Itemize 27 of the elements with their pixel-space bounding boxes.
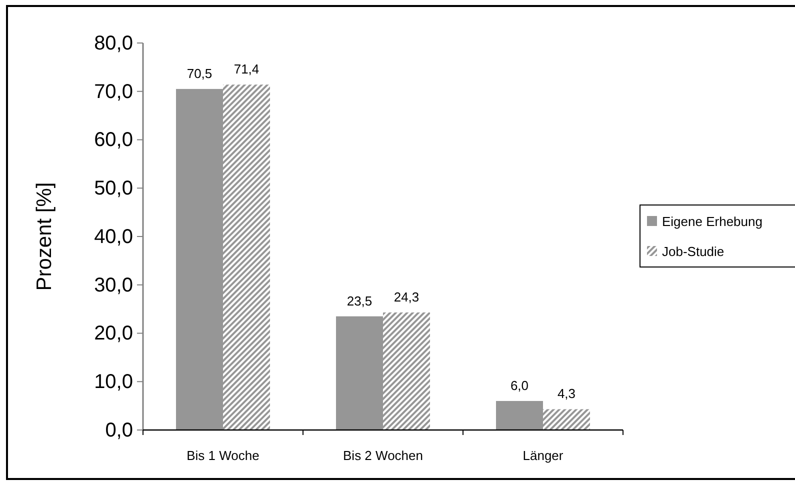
y-tick-label: 50,0 xyxy=(94,178,133,200)
x-tick-label: Bis 1 Woche xyxy=(186,448,260,463)
y-tick-label: 40,0 xyxy=(94,226,133,248)
bar xyxy=(223,84,270,430)
data-label: 6,0 xyxy=(510,378,529,393)
data-label: 70,5 xyxy=(186,66,212,81)
y-tick-label: 0,0 xyxy=(105,419,133,442)
data-label: 23,5 xyxy=(346,293,372,308)
bar xyxy=(383,312,430,430)
data-label: 4,3 xyxy=(557,386,576,402)
y-tick-label: 10,0 xyxy=(94,371,133,394)
x-tick-label: Länger xyxy=(522,448,564,463)
legend-label: Eigene Erhebung xyxy=(662,214,762,229)
y-tick-label: 20,0 xyxy=(94,322,133,345)
legend-label: Job-Studie xyxy=(662,244,724,259)
bar xyxy=(336,316,383,430)
bar xyxy=(496,400,543,430)
x-tick-label: Bis 2 Wochen xyxy=(343,448,423,463)
y-tick-label: 70,0 xyxy=(94,80,133,103)
y-tick-label: 60,0 xyxy=(94,129,133,152)
data-label: 71,4 xyxy=(234,62,260,77)
data-label: 24,3 xyxy=(394,289,420,304)
y-tick-label: 80,0 xyxy=(94,32,133,54)
y-axis-title: Prozent [%] xyxy=(33,182,56,291)
bar xyxy=(176,88,223,430)
y-tick-label: 30,0 xyxy=(94,274,133,296)
bar xyxy=(543,409,590,430)
